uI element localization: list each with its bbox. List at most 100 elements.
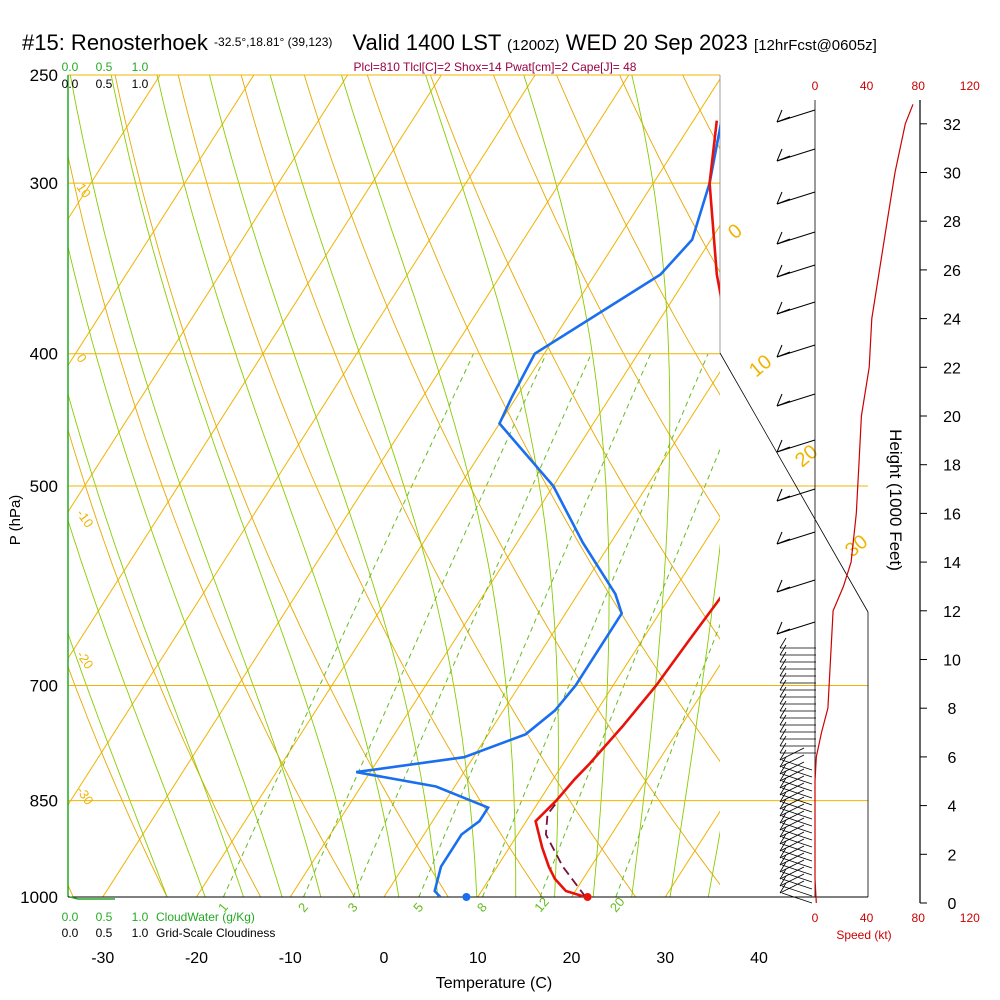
cloudwater-trace <box>69 896 115 900</box>
wind-barb-tick <box>776 264 783 278</box>
dry-adiabat-line <box>556 75 720 396</box>
wind-barb-tick <box>779 707 787 719</box>
surface-temperature-marker <box>583 893 592 901</box>
wind-barb-tick <box>781 885 813 897</box>
wind-barb-shaft <box>779 817 805 831</box>
cloudiness-tick-label: 0.5 <box>96 926 113 940</box>
wind-barb-tick <box>781 794 813 806</box>
wind-barb-tick <box>779 791 787 803</box>
cloudiness-tick-label: 0.5 <box>96 77 113 91</box>
theta-label: 30 <box>841 531 872 562</box>
mixing-ratio-label: 5 <box>410 900 426 915</box>
dry-adiabat-line <box>366 75 720 763</box>
mixing-ratio-lines <box>222 353 720 897</box>
temperature-tick-label: 20 <box>563 950 581 967</box>
temperature-tick-label: 30 <box>656 950 674 967</box>
wind-barb-tick <box>781 836 813 848</box>
height-tick-label: 12 <box>943 604 961 621</box>
dry-adiabat-line <box>114 75 449 897</box>
cloudwater-label: CloudWater (g/Kg) <box>156 910 255 924</box>
height-tick-label: 20 <box>943 409 961 426</box>
wind-barb-shaft <box>779 768 805 782</box>
cloudiness-tick-label: 1.0 <box>132 77 149 91</box>
mixing-ratio-label: 2 <box>295 900 311 915</box>
height-tick-label: 4 <box>948 799 957 816</box>
pressure-tick-label: 700 <box>30 677 58 696</box>
isotherm-line <box>102 75 630 897</box>
wind-barb-shaft <box>779 880 805 894</box>
isotherm-lines <box>68 75 720 897</box>
wind-barb-tick <box>776 116 791 123</box>
wind-barb-shaft <box>779 796 805 810</box>
wind-barb-tick <box>776 238 791 245</box>
wind-barb-tick <box>779 805 787 817</box>
moist-adiabat-line <box>425 75 559 897</box>
wind-barb-tick <box>779 644 787 656</box>
isotherm-label: 10 <box>74 180 95 200</box>
speed-tick-label-bottom: 80 <box>912 911 926 925</box>
height-tick-label: 8 <box>948 701 957 718</box>
isotherm-line <box>289 224 720 897</box>
wind-barb-tick <box>779 742 787 754</box>
wind-barb-tick <box>781 822 813 834</box>
wind-barb-tick <box>779 840 787 852</box>
wind-barb-tick <box>779 812 787 824</box>
temperature-tick-label: 0 <box>380 950 389 967</box>
wind-barb-tick <box>779 861 787 873</box>
temperature-profile <box>534 120 720 897</box>
surface-dewpoint-marker <box>462 893 471 901</box>
wind-barb-shaft <box>779 803 805 817</box>
height-tick-label: 30 <box>943 166 961 183</box>
dewpoint-profile <box>355 121 720 897</box>
wind-barb-tick <box>779 854 787 866</box>
moist-adiabat-line <box>707 830 720 897</box>
moist-adiabat-line <box>741 75 908 926</box>
wind-barb-tick <box>781 801 813 813</box>
wind-barb-shaft <box>779 859 805 873</box>
wind-barbs <box>776 109 816 904</box>
wind-barb-tick <box>781 829 813 841</box>
cloudiness-tick-label: 1.0 <box>132 926 149 940</box>
wind-barb-shaft <box>779 831 805 845</box>
wind-barb-tick <box>781 871 813 883</box>
dry-adiabat-line <box>68 153 356 897</box>
wind-barb-tick <box>776 393 783 407</box>
wind-barb-tick <box>776 439 783 453</box>
height-tick-label: 2 <box>948 847 957 864</box>
wind-barb-tick <box>776 301 783 315</box>
cloud-tick-label: 0.0 <box>62 60 79 74</box>
wind-barb-tick <box>779 756 787 768</box>
wind-barb-tick <box>779 798 787 810</box>
moist-adiabat-line <box>68 519 206 897</box>
wind-barb-shaft <box>779 747 805 761</box>
moist-adiabat-line <box>669 542 720 897</box>
station-coords: -32.5°,18.81° (39,123) <box>214 35 332 49</box>
wind-barb-tick <box>781 759 813 771</box>
cloud-tick-label: 0.5 <box>96 60 113 74</box>
height-tick-label: 18 <box>943 458 961 475</box>
pressure-axis-label: P (hPa) <box>7 495 24 546</box>
svg-text:#15: Renosterhoek -32.5°,1: #15: Renosterhoek -32.5°,18.81° (39,123)… <box>22 26 877 55</box>
theta-label: 0 <box>724 220 747 244</box>
wind-barb-tick <box>781 773 813 785</box>
moist-adiabat-line <box>69 75 322 897</box>
speed-tick-label-top: 0 <box>812 79 819 93</box>
mixing-ratio-line <box>539 448 720 897</box>
wind-barb-tick <box>779 700 787 712</box>
wind-barb-shaft <box>779 782 805 796</box>
temperature-tick-label: -10 <box>279 950 302 967</box>
dry-adiabat-line <box>177 75 543 897</box>
wind-barb-tick <box>779 749 787 761</box>
temperature-axis-label: Temperature (C) <box>436 975 552 992</box>
wind-barb-tick <box>781 843 813 855</box>
speed-tick-label-bottom: 40 <box>860 911 874 925</box>
wind-barb-tick <box>781 766 813 778</box>
wind-barb-tick <box>779 665 787 677</box>
isotherm-label: -30 <box>74 784 97 808</box>
wind-barb-tick <box>776 538 791 545</box>
wind-barb-tick <box>779 777 787 789</box>
cloud-tick-label: 0.0 <box>62 910 79 924</box>
